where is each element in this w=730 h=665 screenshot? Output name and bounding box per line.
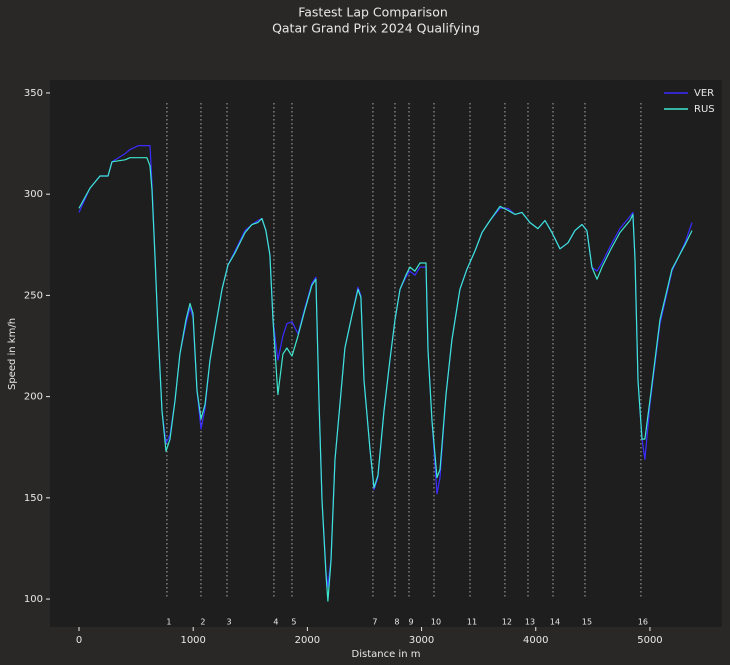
line-series	[78, 157, 693, 602]
corner-label: 14	[550, 618, 560, 627]
x-tick-label: 3000	[409, 635, 434, 646]
x-axis-label: Distance in m	[352, 649, 421, 660]
legend-label: VER	[694, 88, 714, 99]
corner-label: 13	[525, 618, 535, 627]
chart-title: Fastest Lap Comparison	[298, 5, 448, 20]
legend-label: RUS	[694, 104, 715, 115]
corner-label: 4	[273, 618, 278, 627]
corner-label: 5	[291, 618, 296, 627]
corner-label: 10	[431, 618, 441, 627]
y-tick-label: 300	[24, 189, 43, 200]
y-tick-label: 200	[24, 392, 43, 403]
y-tick-label: 150	[24, 493, 43, 504]
corner-label: 1	[166, 618, 171, 627]
corner-label: 16	[638, 618, 648, 627]
corner-label: 11	[467, 618, 477, 627]
corner-label: 7	[372, 618, 377, 627]
corner-label: 12	[502, 618, 512, 627]
corner-label: 2	[200, 618, 205, 627]
x-tick-label: 2000	[295, 635, 320, 646]
x-tick-label: 1000	[180, 635, 205, 646]
x-tick-label: 4000	[523, 635, 548, 646]
y-tick-label: 250	[24, 290, 43, 301]
x-tick-label: 0	[76, 635, 82, 646]
y-tick-label: 100	[24, 594, 43, 605]
y-axis-label: Speed in km/h	[7, 318, 18, 390]
chart-subtitle: Qatar Grand Prix 2024 Qualifying	[272, 21, 480, 36]
corner-label: 15	[582, 618, 592, 627]
corner-label: 3	[226, 618, 231, 627]
x-tick-label: 5000	[637, 635, 662, 646]
corner-label: 9	[408, 618, 413, 627]
plot-area	[50, 80, 722, 627]
y-tick-label: 350	[24, 88, 43, 99]
corner-label: 8	[394, 618, 399, 627]
